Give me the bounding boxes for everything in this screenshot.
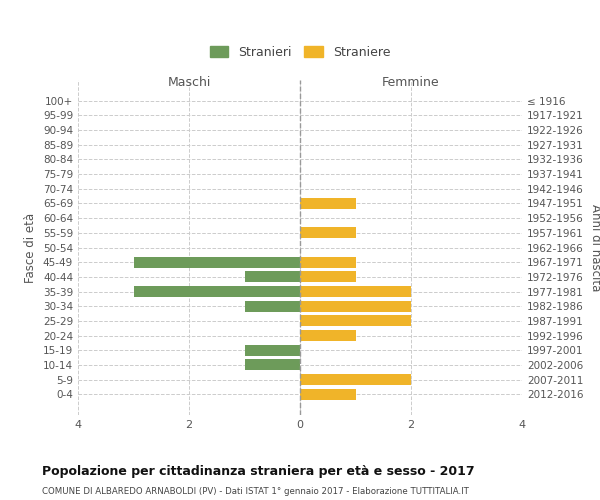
Bar — [300, 198, 355, 209]
Bar — [300, 374, 411, 385]
Text: Femmine: Femmine — [382, 76, 440, 89]
Bar — [300, 228, 355, 238]
Bar — [245, 272, 300, 282]
Bar — [133, 286, 300, 297]
Text: COMUNE DI ALBAREDO ARNABOLDI (PV) - Dati ISTAT 1° gennaio 2017 - Elaborazione TU: COMUNE DI ALBAREDO ARNABOLDI (PV) - Dati… — [42, 488, 469, 496]
Bar — [300, 300, 411, 312]
Bar — [300, 330, 355, 341]
Bar — [245, 360, 300, 370]
Legend: Stranieri, Straniere: Stranieri, Straniere — [209, 46, 391, 59]
Text: Popolazione per cittadinanza straniera per età e sesso - 2017: Popolazione per cittadinanza straniera p… — [42, 465, 475, 478]
Y-axis label: Fasce di età: Fasce di età — [25, 212, 37, 282]
Text: Maschi: Maschi — [167, 76, 211, 89]
Bar — [245, 300, 300, 312]
Y-axis label: Anni di nascita: Anni di nascita — [589, 204, 600, 291]
Bar — [245, 344, 300, 356]
Bar — [300, 316, 411, 326]
Bar — [133, 256, 300, 268]
Bar — [300, 272, 355, 282]
Bar — [300, 389, 355, 400]
Bar — [300, 256, 355, 268]
Bar — [300, 286, 411, 297]
